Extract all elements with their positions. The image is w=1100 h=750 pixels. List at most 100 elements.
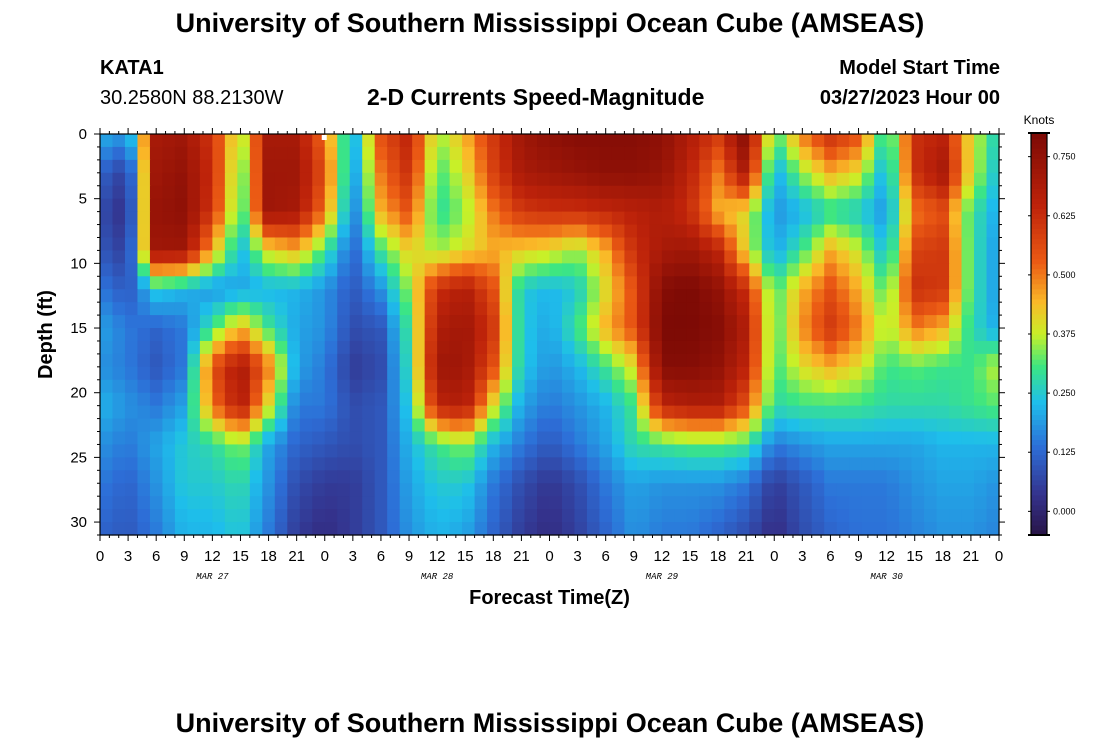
heatmap-cell bbox=[387, 353, 401, 368]
heatmap-cell bbox=[811, 146, 825, 161]
chart-subtitle: 2-D Currents Speed-Magnitude bbox=[367, 84, 705, 110]
heatmap-cell bbox=[524, 146, 538, 161]
heatmap-cell bbox=[711, 431, 725, 446]
heatmap-cell bbox=[224, 522, 238, 536]
heatmap-cell bbox=[112, 366, 126, 381]
heatmap-cell bbox=[811, 483, 825, 497]
heatmap-cell bbox=[100, 405, 114, 420]
heatmap-cell bbox=[162, 237, 176, 252]
heatmap-cell bbox=[462, 302, 476, 316]
heatmap-cell bbox=[811, 172, 825, 187]
heatmap-cell bbox=[661, 522, 675, 536]
heatmap-cell bbox=[899, 237, 913, 252]
heatmap-cell bbox=[212, 457, 226, 471]
colorbar-segment bbox=[1031, 203, 1047, 209]
heatmap-cell bbox=[387, 340, 401, 355]
heatmap-cell bbox=[499, 457, 513, 471]
heatmap-cell bbox=[524, 224, 538, 239]
heatmap-cell bbox=[974, 134, 988, 148]
heatmap-cell bbox=[412, 379, 426, 394]
heatmap-cell bbox=[911, 263, 925, 277]
heatmap-cell bbox=[899, 457, 913, 471]
heatmap-cell bbox=[487, 509, 501, 523]
heatmap-cell bbox=[537, 172, 551, 187]
heatmap-cell bbox=[462, 198, 476, 213]
x-tick-label: 18 bbox=[260, 548, 277, 565]
heatmap-cell bbox=[549, 328, 563, 342]
heatmap-cell bbox=[199, 470, 213, 484]
heatmap-cell bbox=[412, 134, 426, 148]
heatmap-cell bbox=[861, 444, 875, 458]
heatmap-cell bbox=[549, 276, 563, 290]
heatmap-cell bbox=[799, 509, 813, 523]
heatmap-cell bbox=[537, 470, 551, 484]
heatmap-cell bbox=[424, 470, 438, 484]
heatmap-cell bbox=[487, 263, 501, 277]
heatmap-cell bbox=[661, 276, 675, 290]
heatmap-cell bbox=[424, 496, 438, 510]
heatmap-cell bbox=[312, 276, 326, 290]
heatmap-cell bbox=[462, 134, 476, 148]
heatmap-cell bbox=[187, 353, 201, 368]
heatmap-cell bbox=[312, 470, 326, 484]
heatmap-cell bbox=[686, 366, 700, 381]
heatmap-cell bbox=[124, 470, 139, 484]
heatmap-cell bbox=[212, 237, 226, 252]
heatmap-cell bbox=[312, 250, 326, 264]
heatmap-cell bbox=[574, 392, 588, 407]
heatmap-cell bbox=[162, 159, 176, 174]
heatmap-cell bbox=[149, 276, 164, 290]
heatmap-cell bbox=[374, 134, 388, 148]
heatmap-cell bbox=[187, 483, 201, 497]
heatmap-cell bbox=[524, 496, 538, 510]
heatmap-cell bbox=[586, 198, 601, 213]
heatmap-cell bbox=[711, 276, 725, 290]
heatmap-cell bbox=[874, 172, 888, 187]
heatmap-cell bbox=[337, 146, 351, 161]
heatmap-cell bbox=[786, 340, 800, 355]
heatmap-cell bbox=[961, 276, 975, 290]
heatmap-cell bbox=[836, 289, 850, 303]
heatmap-cell bbox=[724, 522, 738, 536]
heatmap-cell bbox=[399, 134, 413, 148]
heatmap-cell bbox=[287, 263, 301, 277]
heatmap-cell bbox=[924, 289, 938, 303]
heatmap-cell bbox=[549, 483, 563, 497]
heatmap-cell bbox=[262, 250, 276, 264]
heatmap-cell bbox=[861, 211, 875, 226]
heatmap-cell bbox=[599, 522, 613, 536]
heatmap-cell bbox=[524, 237, 538, 252]
heatmap-cell bbox=[100, 134, 114, 148]
heatmap-cell bbox=[424, 276, 438, 290]
heatmap-cell bbox=[124, 198, 139, 213]
heatmap-cell bbox=[911, 134, 925, 148]
heatmap-cell bbox=[487, 237, 501, 252]
heatmap-cell bbox=[174, 172, 189, 187]
heatmap-cell bbox=[574, 134, 588, 148]
heatmap-cell bbox=[162, 276, 176, 290]
heatmap-cell bbox=[124, 276, 139, 290]
heatmap-cell bbox=[524, 328, 538, 342]
heatmap-cell bbox=[137, 509, 151, 523]
heatmap-cell bbox=[537, 198, 551, 213]
heatmap-cell bbox=[574, 340, 588, 355]
heatmap-cell bbox=[212, 134, 226, 148]
heatmap-cell bbox=[199, 340, 213, 355]
heatmap-cell bbox=[474, 418, 488, 433]
heatmap-cell bbox=[849, 263, 863, 277]
heatmap-cell bbox=[324, 353, 338, 368]
heatmap-cell bbox=[274, 159, 288, 174]
heatmap-cell bbox=[986, 159, 1000, 174]
heatmap-cell bbox=[636, 276, 650, 290]
heatmap-cell bbox=[149, 315, 164, 329]
heatmap-cell bbox=[936, 328, 950, 342]
heatmap-cell bbox=[849, 185, 863, 200]
heatmap-cell bbox=[412, 263, 426, 277]
heatmap-cell bbox=[349, 366, 363, 381]
heatmap-cell bbox=[212, 289, 226, 303]
heatmap-cell bbox=[512, 457, 526, 471]
heatmap-cell bbox=[574, 250, 588, 264]
heatmap-cell bbox=[299, 250, 313, 264]
heatmap-cell bbox=[724, 431, 738, 446]
colorbar-segment bbox=[1031, 273, 1047, 280]
